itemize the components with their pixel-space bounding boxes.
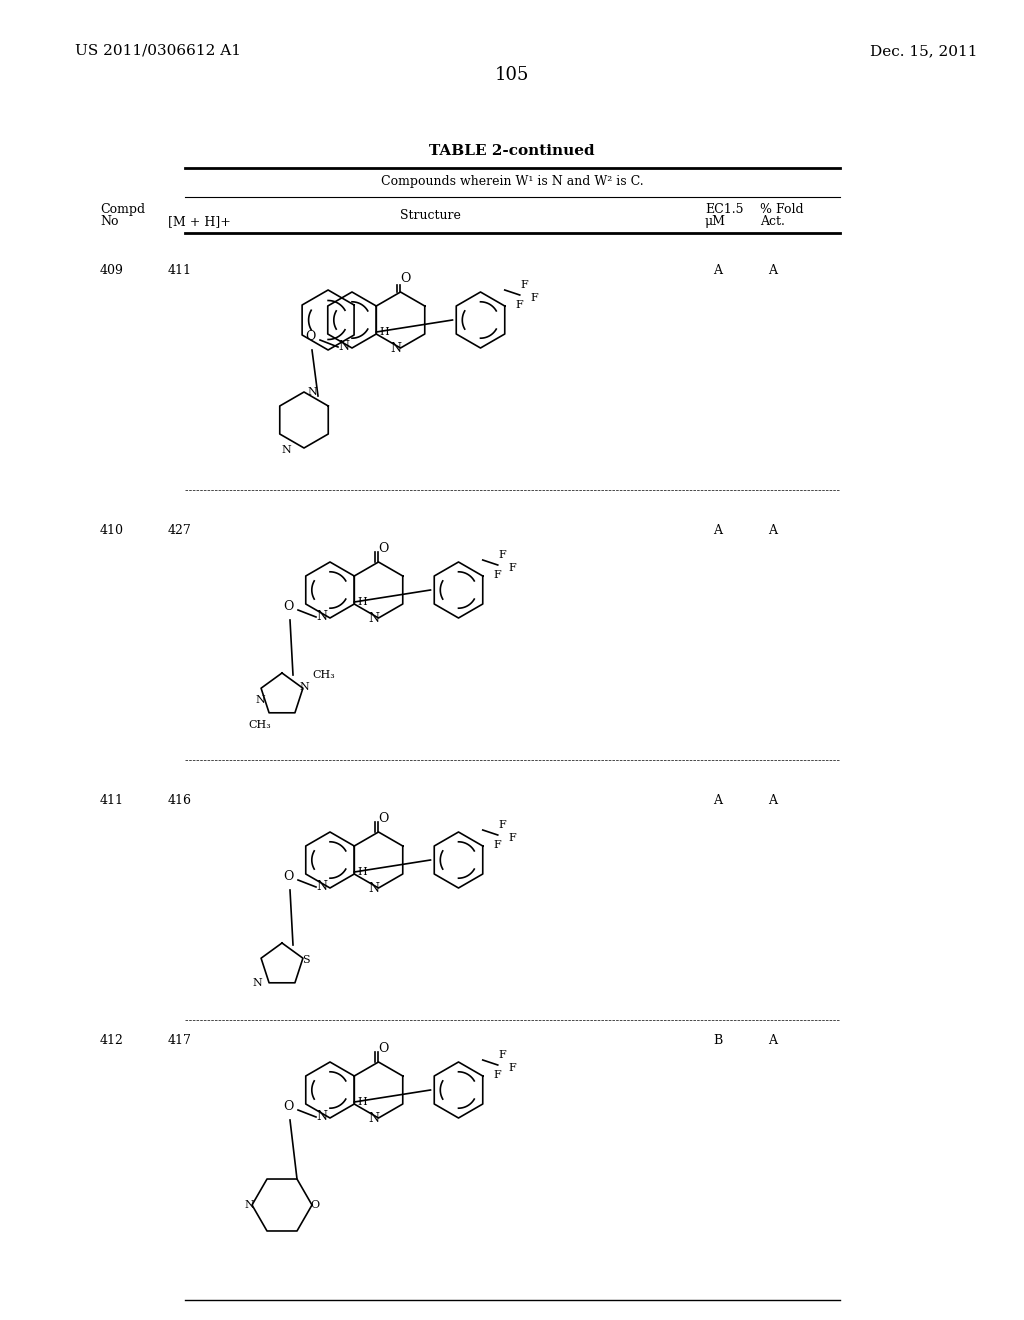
Text: 412: 412 [100,1034,124,1047]
Text: N: N [244,1200,254,1210]
Text: N: N [316,880,328,894]
Text: N: N [316,1110,328,1123]
Text: O: O [283,601,293,614]
Text: F: F [499,1049,507,1060]
Text: N: N [316,610,328,623]
Text: [M + H]+: [M + H]+ [168,215,230,228]
Text: μM: μM [705,215,726,228]
Text: H: H [357,1097,368,1107]
Text: F: F [494,570,502,579]
Text: 411: 411 [100,793,124,807]
Text: N: N [299,682,309,692]
Text: O: O [400,272,411,285]
Text: A: A [768,264,777,276]
Text: O: O [283,870,293,883]
Text: N: N [255,696,265,705]
Text: N: N [252,978,262,987]
Text: B: B [713,1034,722,1047]
Text: O: O [310,1200,319,1210]
Text: H: H [357,597,368,607]
Text: N: N [282,445,291,455]
Text: CH₃: CH₃ [312,671,335,680]
Text: Structure: Structure [399,209,461,222]
Text: F: F [494,1071,502,1080]
Text: O: O [378,1041,389,1055]
Text: N: N [368,882,379,895]
Text: US 2011/0306612 A1: US 2011/0306612 A1 [75,44,241,58]
Text: N: N [368,611,379,624]
Text: A: A [713,524,722,536]
Text: F: F [509,1063,517,1073]
Text: F: F [516,300,523,310]
Text: Act.: Act. [760,215,784,228]
Text: N: N [390,342,401,355]
Text: A: A [768,524,777,536]
Text: 409: 409 [100,264,124,276]
Text: F: F [521,280,528,290]
Text: TABLE 2-continued: TABLE 2-continued [429,144,595,158]
Text: N: N [307,387,316,397]
Text: F: F [499,820,507,830]
Text: F: F [530,293,539,304]
Text: H: H [357,867,368,876]
Text: F: F [499,550,507,560]
Text: N: N [368,1111,379,1125]
Text: Compd: Compd [100,203,145,216]
Text: N: N [339,341,349,354]
Text: 417: 417 [168,1034,191,1047]
Text: 416: 416 [168,793,193,807]
Text: A: A [768,793,777,807]
Text: 427: 427 [168,524,191,536]
Text: 105: 105 [495,66,529,84]
Text: O: O [305,330,315,343]
Text: O: O [378,812,389,825]
Text: A: A [713,264,722,276]
Text: A: A [713,793,722,807]
Text: H: H [379,327,389,337]
Text: Dec. 15, 2011: Dec. 15, 2011 [870,44,978,58]
Text: F: F [509,833,517,843]
Text: % Fold: % Fold [760,203,804,216]
Text: 411: 411 [168,264,193,276]
Text: No: No [100,215,119,228]
Text: S: S [302,954,310,965]
Text: F: F [509,564,517,573]
Text: O: O [283,1101,293,1114]
Text: EC1.5: EC1.5 [705,203,743,216]
Text: CH₃: CH₃ [249,719,271,730]
Text: Compounds wherein W¹ is N and W² is C.: Compounds wherein W¹ is N and W² is C. [381,176,643,187]
Text: A: A [768,1034,777,1047]
Text: F: F [494,840,502,850]
Text: 410: 410 [100,524,124,536]
Text: O: O [378,541,389,554]
